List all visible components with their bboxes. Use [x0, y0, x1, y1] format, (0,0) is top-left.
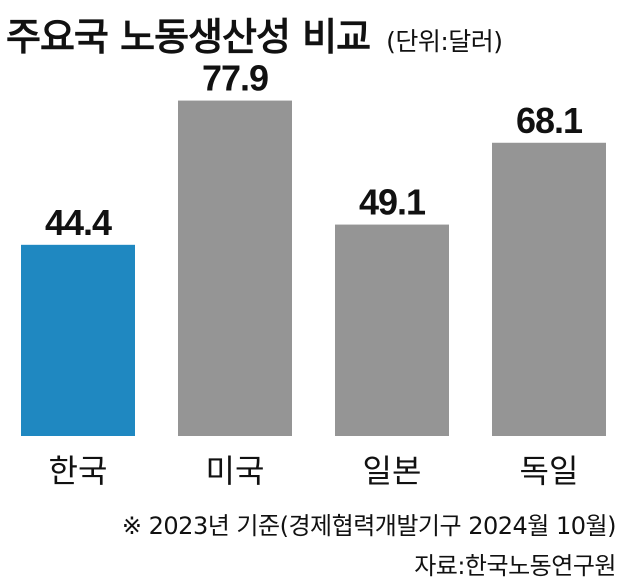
value-label-0: 44.4 [45, 202, 112, 243]
value-label-3: 68.1 [516, 100, 583, 141]
value-label-2: 49.1 [359, 182, 426, 223]
category-label-1: 미국 [206, 452, 265, 490]
chart-title: 주요국 노동생산성 비교 [6, 15, 371, 59]
bar-0 [21, 244, 135, 436]
unit-label: (단위:달러) [386, 27, 503, 56]
bar-chart: 44.4 한국 77.9 미국 49.1 일본 68.1 독일 [21, 58, 606, 490]
bar-3 [492, 142, 606, 436]
value-label-1: 77.9 [202, 58, 268, 99]
chart-header: 주요국 노동생산성 비교 (단위:달러) [6, 6, 503, 59]
category-label-2: 일본 [363, 452, 422, 490]
category-label-0: 한국 [49, 452, 108, 490]
bar-2 [335, 224, 449, 436]
bar-1 [178, 100, 292, 436]
footnote-basis: ※ 2023년 기준(경제협력개발기구 2024월 10월) [121, 512, 617, 540]
category-label-3: 독일 [520, 452, 579, 490]
source-note: 자료:한국노동연구원 [414, 552, 616, 580]
